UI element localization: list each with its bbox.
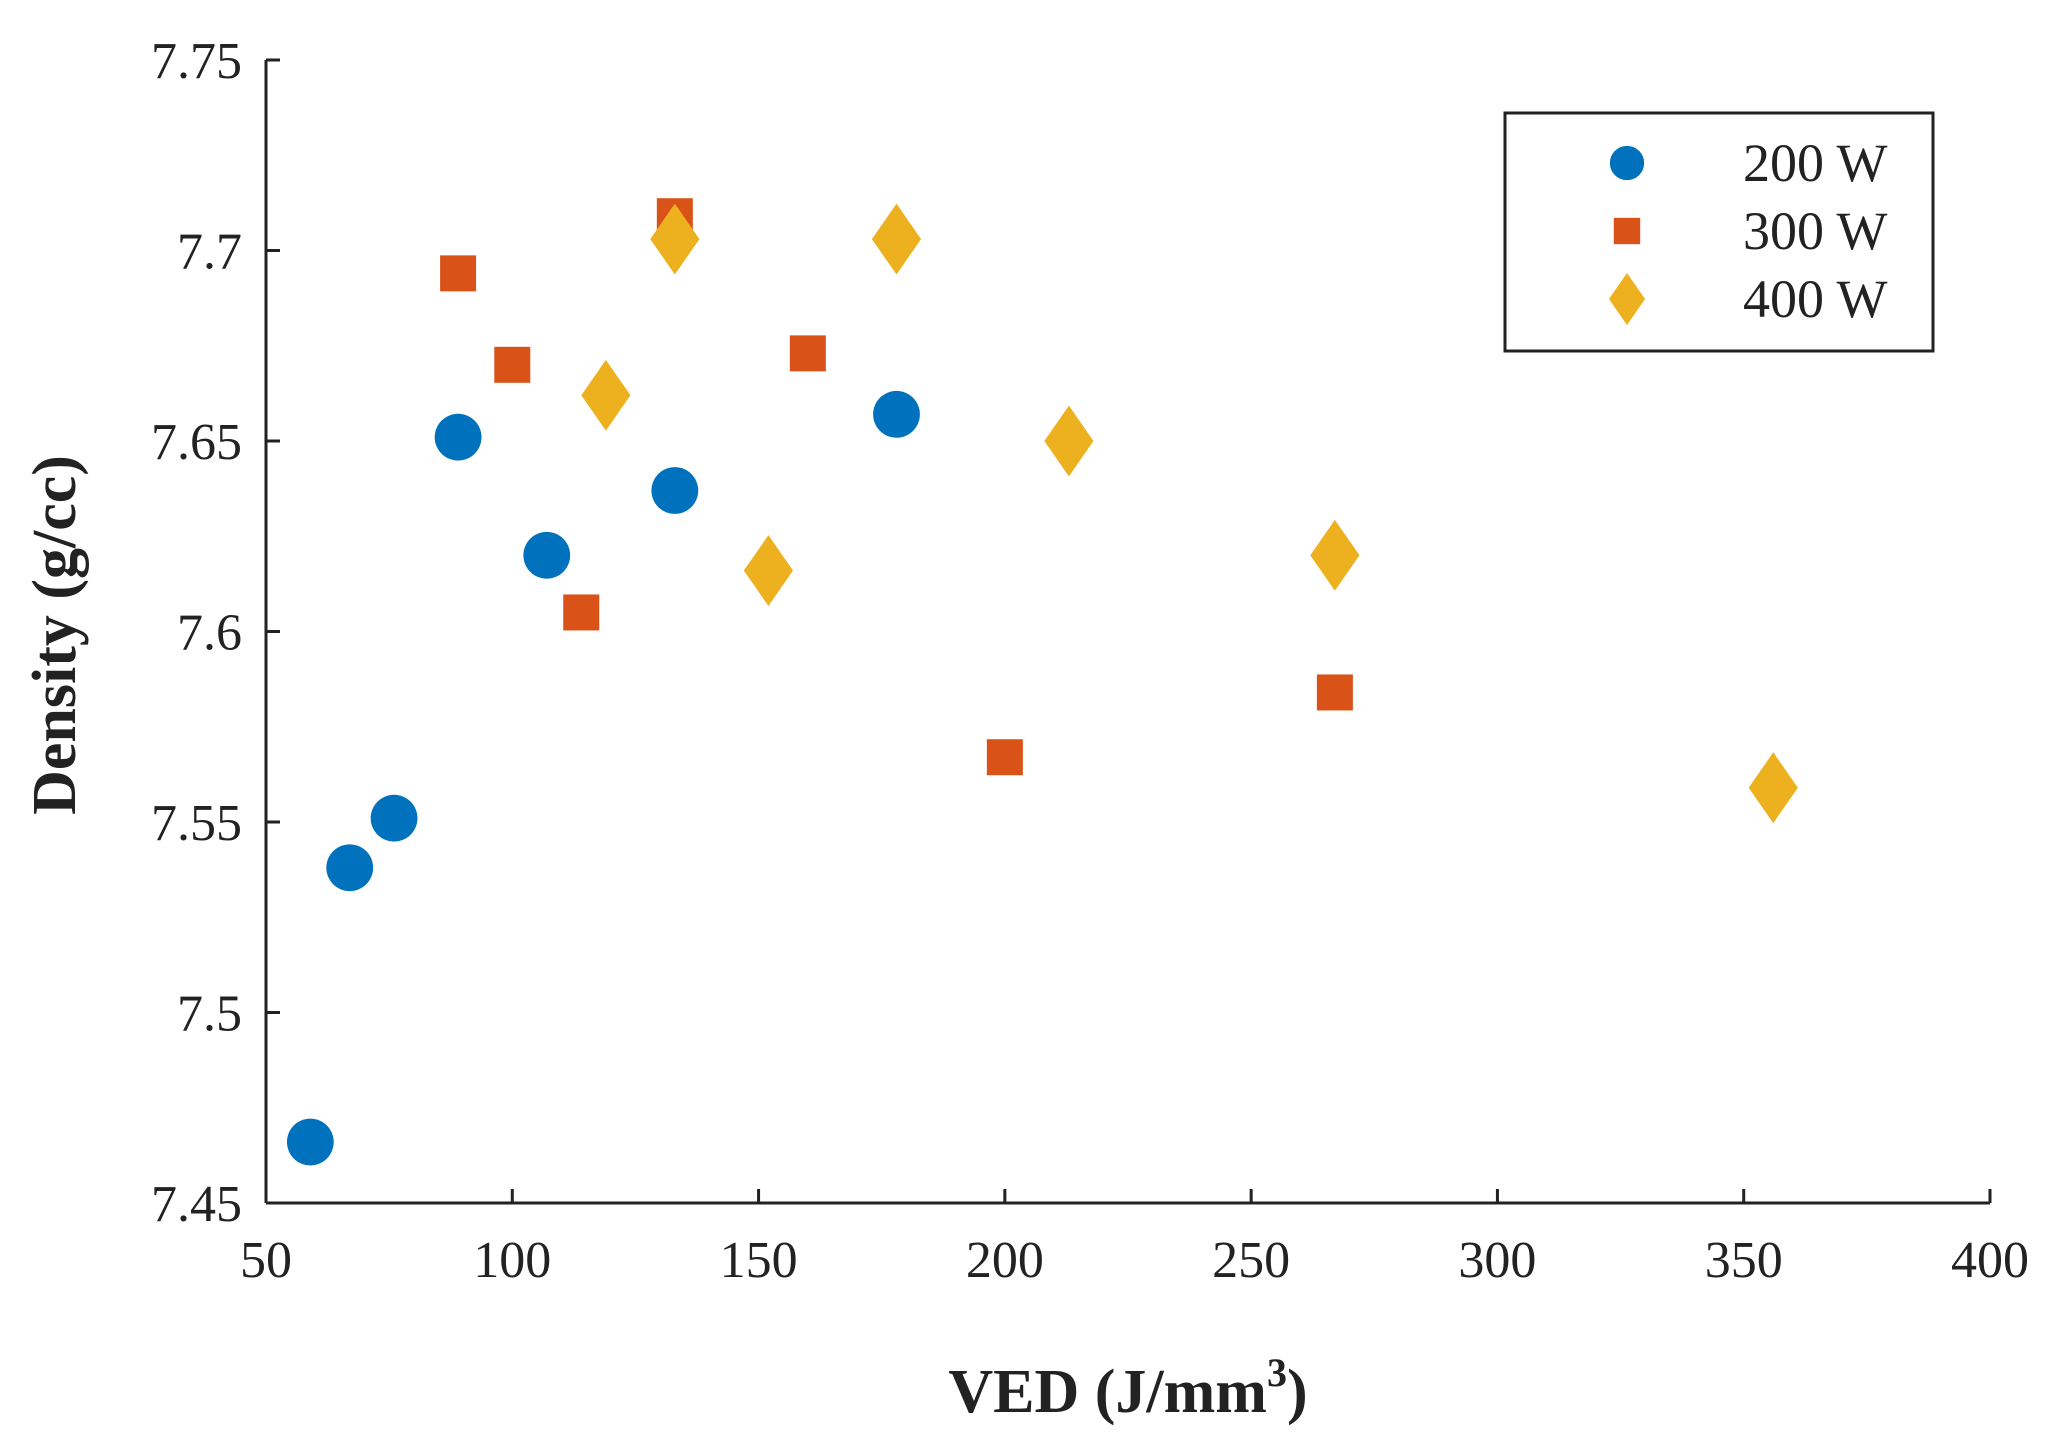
x-tick-label: 100: [473, 1232, 551, 1289]
ticks: 50 100 150 200 250 300 350 400 7.45 7.5 7.55 7.6 7.6…: [151, 33, 2029, 1289]
point-300-w-square: [440, 255, 477, 292]
legend-marker-400-w: [1608, 273, 1646, 325]
y-tick-label: 7.45: [151, 1176, 242, 1233]
point-400-w-diamond: [1044, 405, 1094, 477]
x-tick-label: 350: [1705, 1232, 1783, 1289]
legend-label-200-w: 200 W: [1743, 133, 1888, 193]
point-400-w-diamond: [1748, 752, 1798, 824]
point-300-w-square: [986, 739, 1023, 776]
point-400-w-diamond: [650, 203, 700, 275]
x-tick-label: 300: [1458, 1232, 1536, 1289]
point-200-w-circle: [326, 844, 374, 892]
legend-marker-300-w: [1613, 217, 1641, 245]
point-400-w-diamond: [871, 203, 922, 275]
y-tick-label: 7.7: [177, 224, 242, 281]
y-tick-label: 7.5: [177, 986, 242, 1043]
point-200-w-circle: [651, 467, 699, 514]
x-axis-title-main: VED (J/mm: [948, 1358, 1267, 1426]
point-300-w-square: [789, 335, 826, 372]
y-tick-label: 7.75: [151, 33, 242, 90]
legend-label-400-w: 400 W: [1743, 269, 1888, 329]
legend-label-300-w: 300 W: [1743, 201, 1888, 261]
x-tick-label: 150: [720, 1232, 798, 1289]
point-200-w-circle: [434, 413, 482, 461]
x-tick-label: 50: [240, 1232, 292, 1289]
point-400-w-diamond: [1310, 519, 1360, 591]
legend-marker-200-w: [1609, 145, 1645, 181]
legend: 200 W 300 W 400 W: [1503, 111, 1935, 353]
x-axis-title-suffix: ): [1287, 1358, 1308, 1426]
y-tick-label: 7.65: [151, 414, 242, 471]
x-axis-title-superscript: 3: [1267, 1350, 1287, 1395]
point-300-w-square: [1316, 674, 1353, 711]
x-axis-title: VED (J/mm3): [948, 1350, 1307, 1426]
y-tick-label: 7.6: [177, 605, 242, 662]
point-400-w-diamond: [743, 535, 794, 606]
point-200-w-circle: [523, 531, 571, 579]
point-300-w-square: [563, 594, 600, 631]
x-tick-label: 250: [1212, 1232, 1290, 1289]
x-tick-label: 400: [1951, 1232, 2029, 1289]
point-200-w-circle: [286, 1118, 334, 1166]
point-200-w-circle: [370, 794, 418, 842]
point-300-w-square: [494, 346, 531, 383]
data-points: [286, 198, 1798, 1166]
point-400-w-diamond: [581, 359, 631, 431]
legend-box: [1503, 111, 1935, 353]
y-tick-label: 7.55: [151, 795, 242, 852]
point-200-w-circle: [873, 390, 920, 438]
x-tick-label: 200: [966, 1232, 1044, 1289]
y-axis-title: Density (g/cc): [21, 455, 89, 815]
